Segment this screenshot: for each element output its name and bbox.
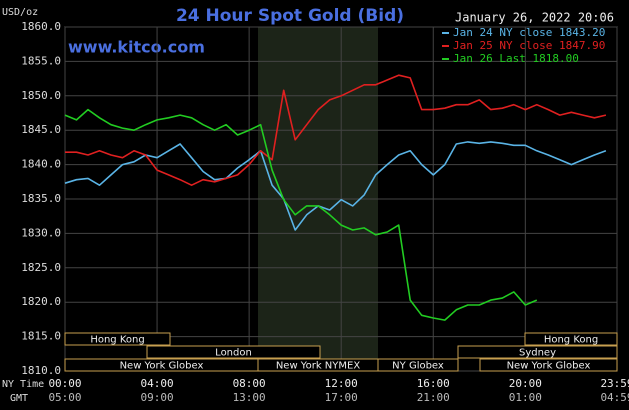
series-line [64,141,607,231]
watermark: www.kitco.com [68,38,205,57]
session-box [479,358,618,372]
session-label: New York Globex [120,361,204,372]
y-tick-label: 1825.0 [21,261,61,274]
y-axis-label: USD/oz [2,7,38,18]
timestamp: January 26, 2022 20:06 [455,11,614,25]
x2-tick-label: 13:00 [233,391,266,404]
legend-label: Jan 26 Last 1818.00 [453,52,579,65]
x-axis-label: NY Time [2,379,44,390]
x2-tick-label: 01:00 [509,391,542,404]
x-tick-label: 16:00 [417,377,450,390]
y-tick-label: 1820.0 [21,295,61,308]
series-line [65,74,607,186]
x2-tick-label: 21:00 [417,391,450,404]
y-tick-label: 1840.0 [21,158,61,171]
x-tick-label: 04:00 [141,377,174,390]
x2-tick-label: 05:00 [48,391,81,404]
session-label: London [215,348,252,359]
y-tick-label: 1815.0 [21,330,61,343]
y-tick-label: 1830.0 [21,226,61,239]
x2-axis-label: GMT [10,393,28,404]
session-label: Sydney [519,348,556,359]
y-tick-label: 1845.0 [21,123,61,136]
x-tick-label: 08:00 [233,377,266,390]
y-tick-label: 1850.0 [21,89,61,102]
x-tick-label: 12:00 [325,377,358,390]
session-box [457,345,618,359]
x2-tick-label: 04:59 [600,391,629,404]
session-label: Hong Kong [544,335,598,346]
y-tick-label: 1810.0 [21,364,61,377]
x2-tick-label: 09:00 [141,391,174,404]
x2-tick-label: 17:00 [325,391,358,404]
legend-label: Jan 24 NY close 1843.20 [453,26,605,39]
x-tick-label: 00:00 [48,377,81,390]
session-label: New York NYMEX [276,361,361,372]
legend-label: Jan 25 NY close 1847.90 [453,39,605,52]
y-tick-label: 1835.0 [21,192,61,205]
x-tick-label: 20:00 [509,377,542,390]
session-box [64,332,171,346]
session-box [377,358,459,372]
series-line [64,108,538,321]
y-tick-label: 1855.0 [21,54,61,67]
session-box [524,332,618,346]
y-tick-label: 1860.0 [21,20,61,33]
x-tick-label: 23:59 [600,377,629,390]
session-label: Hong Kong [90,335,144,346]
session-label: NY Globex [392,361,444,372]
chart-title: 24 Hour Spot Gold (Bid) [176,6,404,26]
session-label: New York Globex [507,361,591,372]
session-box [146,345,321,359]
